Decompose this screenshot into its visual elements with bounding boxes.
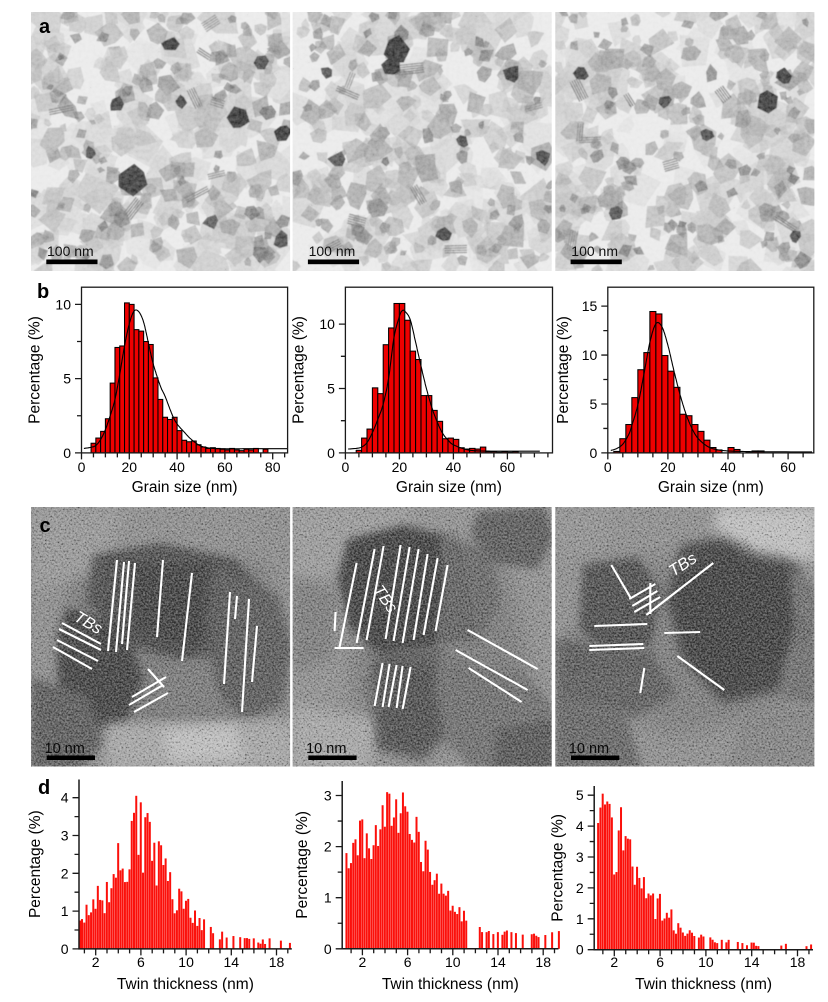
svg-text:a: a xyxy=(39,16,51,38)
svg-text:Percentage (%): Percentage (%) xyxy=(550,814,567,922)
svg-text:2: 2 xyxy=(324,839,332,855)
svg-text:0: 0 xyxy=(604,459,612,475)
svg-text:2: 2 xyxy=(359,954,367,970)
svg-text:10: 10 xyxy=(55,296,71,312)
svg-text:60: 60 xyxy=(780,459,796,475)
svg-text:Grain size (nm): Grain size (nm) xyxy=(132,479,238,496)
svg-text:40: 40 xyxy=(720,459,736,475)
svg-text:Percentage (%): Percentage (%) xyxy=(555,316,572,424)
svg-text:Grain size (nm): Grain size (nm) xyxy=(658,479,764,496)
svg-text:100 nm: 100 nm xyxy=(47,243,94,259)
svg-text:4: 4 xyxy=(576,818,584,834)
svg-text:0: 0 xyxy=(78,459,86,475)
svg-text:10 nm: 10 nm xyxy=(569,741,609,757)
svg-text:100 nm: 100 nm xyxy=(309,243,356,259)
svg-text:40: 40 xyxy=(446,459,462,475)
svg-text:0: 0 xyxy=(590,445,598,461)
svg-text:10: 10 xyxy=(319,316,335,332)
svg-text:d: d xyxy=(38,777,50,799)
svg-text:0: 0 xyxy=(576,942,584,958)
svg-text:10: 10 xyxy=(178,954,194,970)
svg-text:6: 6 xyxy=(137,954,145,970)
svg-text:Percentage (%): Percentage (%) xyxy=(27,810,44,918)
svg-text:Twin thickness (nm): Twin thickness (nm) xyxy=(382,976,519,993)
svg-text:c: c xyxy=(40,515,51,537)
svg-text:20: 20 xyxy=(392,459,408,475)
svg-text:60: 60 xyxy=(500,459,516,475)
svg-text:2: 2 xyxy=(576,880,584,896)
svg-text:Percentage (%): Percentage (%) xyxy=(294,811,311,919)
svg-text:6: 6 xyxy=(404,954,412,970)
svg-text:18: 18 xyxy=(790,954,806,970)
svg-text:20: 20 xyxy=(122,459,138,475)
svg-text:Percentage (%): Percentage (%) xyxy=(290,316,307,424)
svg-text:b: b xyxy=(37,281,49,303)
svg-text:1: 1 xyxy=(324,890,332,906)
svg-text:2: 2 xyxy=(92,954,100,970)
svg-text:5: 5 xyxy=(590,396,598,412)
svg-text:0: 0 xyxy=(63,445,71,461)
svg-text:100 nm: 100 nm xyxy=(571,243,618,259)
svg-text:0: 0 xyxy=(327,445,335,461)
svg-text:40: 40 xyxy=(169,459,185,475)
svg-text:80: 80 xyxy=(265,459,281,475)
svg-text:3: 3 xyxy=(576,849,584,865)
svg-text:Grain size (nm): Grain size (nm) xyxy=(396,479,502,496)
svg-text:10: 10 xyxy=(582,347,598,363)
svg-text:10 nm: 10 nm xyxy=(45,741,85,757)
svg-text:Percentage (%): Percentage (%) xyxy=(27,316,44,424)
svg-text:20: 20 xyxy=(660,459,676,475)
svg-text:4: 4 xyxy=(61,790,69,806)
svg-text:14: 14 xyxy=(744,954,760,970)
svg-text:5: 5 xyxy=(327,381,335,397)
svg-text:60: 60 xyxy=(217,459,233,475)
svg-text:1: 1 xyxy=(61,903,69,919)
svg-text:14: 14 xyxy=(224,954,240,970)
svg-text:14: 14 xyxy=(490,954,506,970)
svg-text:0: 0 xyxy=(324,941,332,957)
svg-text:10: 10 xyxy=(698,954,714,970)
svg-text:1: 1 xyxy=(576,911,584,927)
svg-text:18: 18 xyxy=(269,954,285,970)
svg-text:3: 3 xyxy=(324,788,332,804)
svg-text:6: 6 xyxy=(656,954,664,970)
svg-text:5: 5 xyxy=(576,787,584,803)
svg-text:2: 2 xyxy=(61,865,69,881)
svg-text:10 nm: 10 nm xyxy=(306,741,346,757)
svg-text:0: 0 xyxy=(61,941,69,957)
svg-text:18: 18 xyxy=(535,954,551,970)
svg-text:10: 10 xyxy=(445,954,461,970)
svg-text:15: 15 xyxy=(582,298,598,314)
svg-text:5: 5 xyxy=(63,371,71,387)
svg-text:3: 3 xyxy=(61,828,69,844)
svg-text:Twin thickness (nm): Twin thickness (nm) xyxy=(117,976,254,993)
svg-text:2: 2 xyxy=(610,954,618,970)
svg-text:Twin thickness (nm): Twin thickness (nm) xyxy=(635,976,772,993)
svg-text:0: 0 xyxy=(342,459,350,475)
